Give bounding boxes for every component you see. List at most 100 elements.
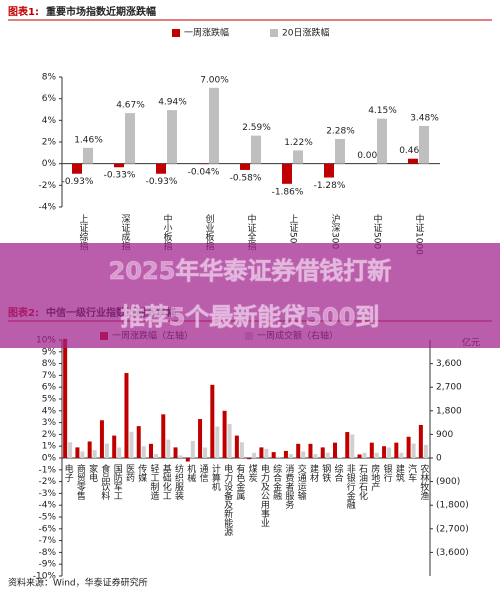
y2-tick-label: (3,600) bbox=[436, 548, 469, 558]
value-label: 0.46% bbox=[399, 146, 428, 156]
x-tick-label: 综合 bbox=[333, 463, 344, 483]
bar bbox=[377, 118, 387, 164]
x-tick-label: 商贸零售 bbox=[75, 463, 86, 501]
bar bbox=[247, 458, 252, 460]
bar bbox=[411, 443, 416, 458]
bar bbox=[338, 457, 342, 458]
y2-tick-label: (900) bbox=[436, 477, 460, 487]
x-tick-label: 中证1000 bbox=[414, 213, 425, 255]
x-tick-label: 中证500 bbox=[372, 213, 383, 250]
chart-title: 重要市场指数近期涨跌幅 bbox=[46, 5, 156, 18]
x-tick-label: 消费者服务 bbox=[283, 463, 294, 510]
bar bbox=[161, 414, 166, 458]
x-tick-label: 机械 bbox=[185, 463, 196, 483]
bar bbox=[325, 452, 330, 458]
y-tick-label: -5% bbox=[38, 513, 56, 523]
y-tick-label: 2% bbox=[42, 430, 57, 440]
overlay-band bbox=[0, 243, 500, 348]
bar bbox=[320, 447, 325, 458]
bar bbox=[271, 452, 276, 458]
bar bbox=[117, 447, 122, 458]
bar bbox=[374, 452, 379, 458]
bar bbox=[190, 440, 195, 458]
bar bbox=[251, 135, 261, 164]
bar bbox=[203, 447, 208, 458]
y-tick-label: 8% bbox=[42, 73, 57, 83]
x-tick-label: 电子 bbox=[63, 463, 74, 482]
y-tick-label: 8% bbox=[42, 359, 57, 369]
y2-tick-label: 900 bbox=[436, 430, 453, 440]
y-tick-label: 2% bbox=[42, 138, 57, 148]
bar bbox=[288, 454, 293, 458]
x-tick-label: 创业板指 bbox=[204, 213, 215, 251]
y-tick-label: -2% bbox=[38, 477, 56, 487]
value-label: 3.48% bbox=[410, 113, 439, 123]
x-tick-label: 中证全指 bbox=[246, 213, 257, 251]
x-tick-label: 综合金融 bbox=[271, 463, 282, 501]
bar bbox=[369, 442, 374, 458]
bar bbox=[394, 442, 399, 458]
overlay-text[interactable]: 2025年华泰证券借钱打新 bbox=[108, 257, 392, 286]
value-label: 0.00% bbox=[357, 151, 386, 161]
bar bbox=[173, 447, 178, 458]
x-tick-label: 钢铁 bbox=[320, 463, 331, 483]
x-tick-label: 银行 bbox=[382, 463, 393, 483]
bar bbox=[99, 420, 104, 458]
y-tick-label: 4% bbox=[42, 116, 57, 126]
value-label: 4.67% bbox=[116, 101, 145, 111]
x-tick-label: 轻工制造 bbox=[149, 463, 160, 501]
bar bbox=[276, 456, 281, 458]
bar bbox=[112, 435, 117, 458]
value-label: -0.93% bbox=[62, 177, 94, 187]
bar bbox=[124, 373, 129, 458]
x-tick-label: 深证成指 bbox=[120, 214, 131, 251]
value-label: 1.22% bbox=[284, 138, 313, 148]
value-label: -0.93% bbox=[146, 177, 178, 187]
y-tick-label: -9% bbox=[38, 560, 56, 570]
x-tick-label: 非银行金融 bbox=[345, 463, 356, 510]
y-tick-label: -4% bbox=[38, 203, 56, 213]
source-note: 资料来源：Wind，华泰证券研究所 bbox=[8, 577, 148, 589]
bar bbox=[154, 454, 158, 458]
y2-tick-label: 3,600 bbox=[436, 359, 462, 369]
overlay-text[interactable]: 推荐5个最新能贷500到 bbox=[120, 303, 380, 332]
bar bbox=[156, 163, 166, 174]
bar bbox=[408, 158, 418, 164]
y-tick-label: -2% bbox=[38, 181, 56, 191]
bar bbox=[234, 435, 239, 458]
bar bbox=[209, 87, 219, 164]
value-label: 1.46% bbox=[74, 135, 103, 145]
y-tick-label: 0% bbox=[42, 159, 57, 169]
x-tick-label: 煤炭 bbox=[247, 463, 258, 483]
ad-overlay[interactable]: 2025年华泰证券借钱打新 推荐5个最新能贷500到 bbox=[0, 243, 500, 348]
bar bbox=[419, 125, 429, 164]
y-tick-label: -10% bbox=[33, 572, 57, 582]
bar bbox=[83, 147, 93, 164]
y-tick-label: 7% bbox=[42, 371, 57, 381]
bar bbox=[301, 451, 306, 458]
value-label: 4.15% bbox=[368, 106, 397, 116]
bar bbox=[166, 439, 171, 458]
bar bbox=[75, 447, 80, 458]
x-tick-label: 基础化工 bbox=[161, 463, 172, 500]
bar bbox=[149, 443, 153, 458]
x-tick-label: 房地产 bbox=[369, 463, 380, 492]
x-tick-label: 纺织服装 bbox=[173, 463, 184, 501]
bar bbox=[387, 447, 392, 458]
y-tick-label: 5% bbox=[42, 395, 57, 405]
figure-label: 图表1: bbox=[8, 5, 39, 18]
y-tick-label: -3% bbox=[38, 489, 56, 499]
x-tick-label: 有色金属 bbox=[234, 463, 245, 501]
value-label: -1.86% bbox=[272, 187, 304, 197]
value-label: 2.28% bbox=[326, 126, 355, 136]
bar bbox=[68, 442, 73, 458]
bar bbox=[125, 113, 135, 164]
x-tick-label: 传媒 bbox=[136, 463, 147, 483]
value-label: -0.33% bbox=[104, 171, 136, 181]
x-tick-label: 农林牧渔 bbox=[418, 463, 429, 500]
bar bbox=[222, 410, 227, 458]
x-tick-label: 电力及公用事业 bbox=[259, 463, 270, 527]
bar bbox=[167, 110, 177, 164]
y2-tick-label: 0 bbox=[436, 454, 442, 464]
bar bbox=[324, 163, 334, 178]
